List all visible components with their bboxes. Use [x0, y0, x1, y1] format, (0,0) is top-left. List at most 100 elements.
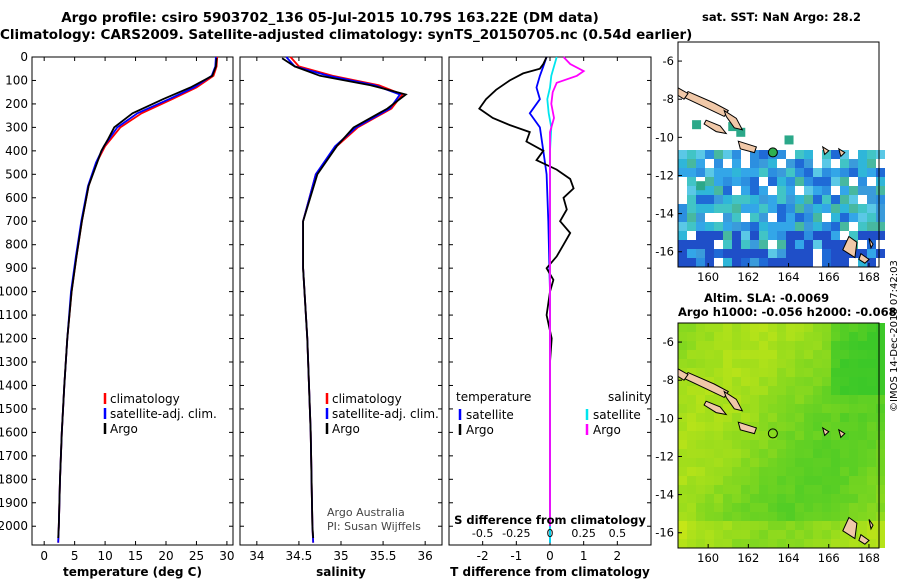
- sla-cell: [813, 341, 822, 350]
- sla-cell: [777, 449, 786, 458]
- sla-cell: [768, 359, 777, 368]
- top-tick-label: 0.5: [609, 527, 627, 540]
- sst-cell: [723, 186, 732, 195]
- sst-cell: [750, 213, 759, 222]
- sst-cell: [705, 150, 714, 159]
- sst-cell: [687, 213, 696, 222]
- sla-cell: [750, 395, 759, 404]
- sla-cell: [741, 458, 750, 467]
- sla-cell: [804, 458, 813, 467]
- sla-cell: [876, 449, 885, 458]
- sla-cell: [804, 341, 813, 350]
- sla-cell: [831, 485, 840, 494]
- sla-cell: [768, 530, 777, 539]
- sla-cell: [678, 503, 687, 512]
- sla-cell: [705, 395, 714, 404]
- sst-cell: [831, 222, 840, 231]
- sst-cell: [813, 195, 822, 204]
- sla-cell: [705, 521, 714, 530]
- x-tick-label: -1: [510, 549, 522, 563]
- sla-cell: [705, 467, 714, 476]
- sla-cell: [795, 350, 804, 359]
- sst-cell: [786, 177, 795, 186]
- sst-cell: [813, 168, 822, 177]
- sla-cell: [813, 386, 822, 395]
- sla-cell: [804, 494, 813, 503]
- sla-cell: [858, 341, 867, 350]
- sla-cell: [849, 494, 858, 503]
- sla-cell: [705, 350, 714, 359]
- sla-cell: [840, 440, 849, 449]
- sst-cell: [831, 168, 840, 177]
- sst-cell: [714, 159, 723, 168]
- sst-cell: [840, 186, 849, 195]
- sla-cell: [876, 512, 885, 521]
- sst-cell: [786, 159, 795, 168]
- sla-cell: [723, 521, 732, 530]
- sst-cell: [840, 249, 849, 258]
- sla-cell: [813, 485, 822, 494]
- x-tick-label: 34: [249, 549, 264, 563]
- sst-cell: [822, 204, 831, 213]
- sla-cell: [813, 440, 822, 449]
- sla-cell: [786, 422, 795, 431]
- sst-cell: [768, 195, 777, 204]
- sst-cell: [813, 204, 822, 213]
- island-shape: [837, 428, 846, 439]
- sst-cell: [858, 150, 867, 159]
- sst-cell: [768, 249, 777, 258]
- sla-cell: [678, 494, 687, 503]
- sla-cell: [804, 449, 813, 458]
- sla-cell: [714, 422, 723, 431]
- sla-cell: [759, 359, 768, 368]
- sla-cell: [759, 539, 768, 548]
- sst-cell: [849, 213, 858, 222]
- sla-cell: [840, 530, 849, 539]
- sst-cell: [849, 195, 858, 204]
- sla-cell: [696, 440, 705, 449]
- sst-cell: [858, 177, 867, 186]
- map-frame: [677, 41, 880, 268]
- sla-cell: [849, 422, 858, 431]
- sla-cell: [750, 377, 759, 386]
- sla-cell: [723, 476, 732, 485]
- sst-cell: [741, 186, 750, 195]
- sla-cell: [714, 503, 723, 512]
- sst-cell: [696, 258, 705, 267]
- sla-cell: [876, 368, 885, 377]
- sla-cell: [858, 422, 867, 431]
- sla-cell: [876, 539, 885, 548]
- sla-cell: [759, 530, 768, 539]
- lon-tick-label: 164: [778, 270, 800, 284]
- sla-cell: [813, 377, 822, 386]
- sst-cell: [714, 168, 723, 177]
- sla-cell: [777, 476, 786, 485]
- sla-cell: [858, 368, 867, 377]
- sla-cell: [732, 512, 741, 521]
- sla-cell: [786, 521, 795, 530]
- sla-cell: [822, 539, 831, 548]
- sst-cell: [786, 204, 795, 213]
- island-shape: [858, 533, 870, 545]
- sla-cell: [849, 467, 858, 476]
- sla-cell: [876, 494, 885, 503]
- sst-cell: [732, 168, 741, 177]
- sst-cell: [692, 120, 702, 130]
- sla-cell: [795, 449, 804, 458]
- sla-cell: [813, 503, 822, 512]
- sla-cell: [678, 530, 687, 539]
- depth-tick-label: 1500: [0, 402, 28, 416]
- sla-cell: [723, 530, 732, 539]
- sla-cell: [867, 539, 876, 548]
- sst-cell: [858, 222, 867, 231]
- sst-cell: [736, 127, 746, 137]
- sla-cell: [831, 512, 840, 521]
- sla-cell: [813, 467, 822, 476]
- sla-cell: [858, 485, 867, 494]
- sla-cell: [705, 512, 714, 521]
- sst-cell: [696, 186, 705, 195]
- sla-cell: [678, 332, 687, 341]
- sla-cell: [696, 512, 705, 521]
- sla-cell: [858, 503, 867, 512]
- sst-cell: [795, 222, 804, 231]
